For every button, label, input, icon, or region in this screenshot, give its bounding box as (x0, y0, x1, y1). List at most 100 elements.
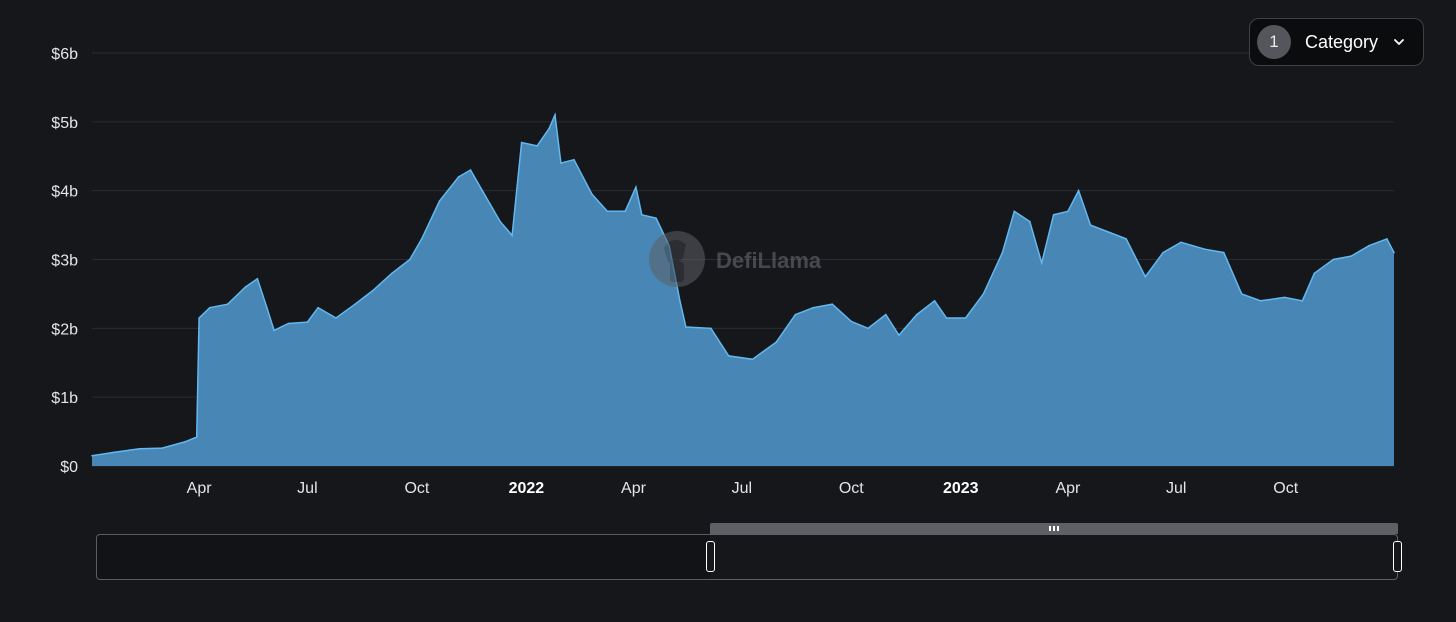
data-point (335, 317, 337, 319)
data-point (573, 158, 575, 161)
y-tick-label: $5b (51, 115, 78, 132)
category-label: Category (1305, 31, 1379, 52)
date-range-selection[interactable] (710, 534, 1398, 580)
x-tick-label: Jul (1166, 480, 1186, 497)
data-point (113, 451, 116, 454)
data-point (898, 334, 900, 337)
y-tick-label: $6b (51, 46, 78, 63)
data-point (1013, 210, 1016, 213)
data-point (1332, 258, 1335, 261)
data-point (317, 306, 319, 309)
grip-icon (1049, 526, 1059, 531)
data-point (933, 300, 936, 302)
tvl-area-fill (92, 114, 1394, 467)
data-point (624, 210, 626, 213)
data-point (560, 162, 562, 164)
chevron-down-icon (1394, 39, 1404, 45)
data-point (161, 447, 163, 449)
x-tick-label: Oct (404, 480, 429, 497)
data-point (1223, 251, 1225, 254)
data-point (867, 327, 869, 330)
data-point (655, 217, 657, 219)
tvl-series-line (91, 112, 1395, 457)
range-end-handle[interactable] (1393, 541, 1402, 572)
data-point (1162, 251, 1164, 254)
data-point (1240, 293, 1243, 295)
data-point (635, 186, 637, 188)
data-point (91, 454, 93, 457)
data-point (354, 303, 356, 306)
data-point (831, 303, 834, 306)
y-tick-label: $3b (51, 253, 78, 270)
x-tick-label: Apr (1055, 480, 1081, 497)
data-point (945, 317, 948, 319)
data-point (1052, 214, 1055, 216)
data-point (1001, 251, 1004, 254)
data-point (964, 317, 967, 319)
data-point (198, 317, 200, 319)
data-point (1350, 255, 1352, 257)
x-tick-label: Apr (621, 480, 647, 497)
data-point (1067, 210, 1069, 213)
data-point (1368, 244, 1370, 247)
data-point (256, 278, 259, 280)
data-point (306, 321, 309, 323)
data-point (591, 193, 593, 195)
data-point (885, 313, 887, 316)
data-point (812, 306, 814, 309)
data-point (438, 200, 441, 202)
llama-logo-icon (649, 231, 705, 287)
x-axis-tick-labels: Apr Jul Oct 2022 Apr Jul Oct 2023 Apr Jul Oct (187, 480, 1299, 497)
data-point (1180, 241, 1182, 244)
data-point (226, 303, 229, 306)
range-start-handle[interactable] (706, 541, 715, 572)
data-point (1393, 251, 1395, 254)
data-point (727, 355, 730, 357)
data-point (1077, 189, 1080, 192)
series-data-points (91, 114, 1395, 457)
data-point (520, 141, 523, 144)
x-tick-label: Oct (839, 480, 864, 497)
watermark-text: DefiLlama (716, 248, 822, 273)
data-point (685, 326, 687, 328)
category-count-badge: 1 (1257, 25, 1291, 59)
data-point (195, 436, 198, 438)
data-point (794, 313, 797, 316)
data-point (1204, 248, 1206, 250)
data-point (273, 329, 275, 332)
data-point (1144, 275, 1147, 278)
data-point (1283, 296, 1286, 299)
defillama-watermark: DefiLlama (649, 231, 822, 287)
data-point (679, 300, 681, 302)
data-point (138, 448, 141, 450)
data-point (1301, 300, 1304, 302)
data-point (548, 127, 550, 130)
data-point (1259, 300, 1262, 302)
data-point (1040, 262, 1043, 264)
data-point (184, 441, 186, 443)
category-filter-button[interactable]: 1 Category (1249, 18, 1424, 66)
x-tick-label: 2023 (943, 480, 979, 497)
data-point (1386, 238, 1388, 240)
tvl-area-chart: $0 $1b $2b $3b $4b $5b $6b Apr Jul Oct 2022 Apr Jul… (51, 46, 1395, 497)
data-point (409, 258, 411, 261)
data-point (641, 214, 643, 216)
data-point (1313, 272, 1316, 275)
data-point (469, 169, 472, 171)
y-tick-label: $0 (60, 459, 78, 476)
y-tick-label: $4b (51, 184, 78, 201)
data-point (850, 320, 853, 323)
data-point (982, 293, 985, 295)
data-point (916, 313, 918, 316)
data-point (1089, 224, 1092, 226)
data-point (481, 189, 484, 192)
date-range-drag-bar[interactable] (710, 523, 1398, 534)
data-point (511, 234, 513, 237)
date-range-slider-track[interactable] (96, 534, 1398, 580)
data-point (266, 306, 268, 309)
data-point (554, 114, 556, 116)
y-tick-label: $1b (51, 390, 78, 407)
data-point (499, 220, 502, 223)
x-tick-label: Oct (1273, 480, 1298, 497)
data-point (420, 238, 423, 240)
